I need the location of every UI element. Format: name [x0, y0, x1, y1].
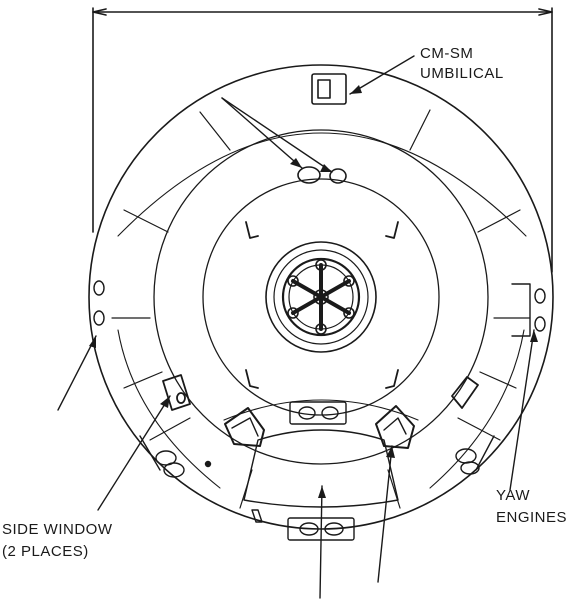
- yaw-engine-ports: [511, 283, 546, 337]
- inner-ring: [202, 178, 440, 416]
- side-window-label-line1: SIDE WINDOW: [2, 521, 113, 538]
- hatch-region: [223, 399, 419, 508]
- top-port-right: [329, 168, 347, 184]
- lower-rim-fittings: [139, 435, 495, 541]
- inner-brackets: [245, 221, 399, 389]
- middle-ring: [153, 129, 489, 465]
- left-rim-ports: [93, 280, 105, 326]
- side-windows: [162, 374, 479, 411]
- yaw-engines-label-line2: ENGINES: [496, 509, 568, 526]
- leader-lines: [57, 55, 535, 599]
- upper-ring-arc: [117, 132, 527, 237]
- dimension-line: [92, 7, 553, 273]
- docking-tunnel: [265, 241, 377, 353]
- umbilical-block: [311, 73, 347, 105]
- cm-sm-umbilical-label-line2: UMBILICAL: [420, 65, 504, 82]
- cm-sm-umbilical-label-line1: CM-SM: [420, 45, 474, 62]
- rim-segment-lines: [111, 109, 531, 509]
- top-port-left: [297, 166, 321, 184]
- yaw-engines-label-line1: YAW: [496, 487, 530, 504]
- side-window-label-line2: (2 PLACES): [2, 543, 89, 560]
